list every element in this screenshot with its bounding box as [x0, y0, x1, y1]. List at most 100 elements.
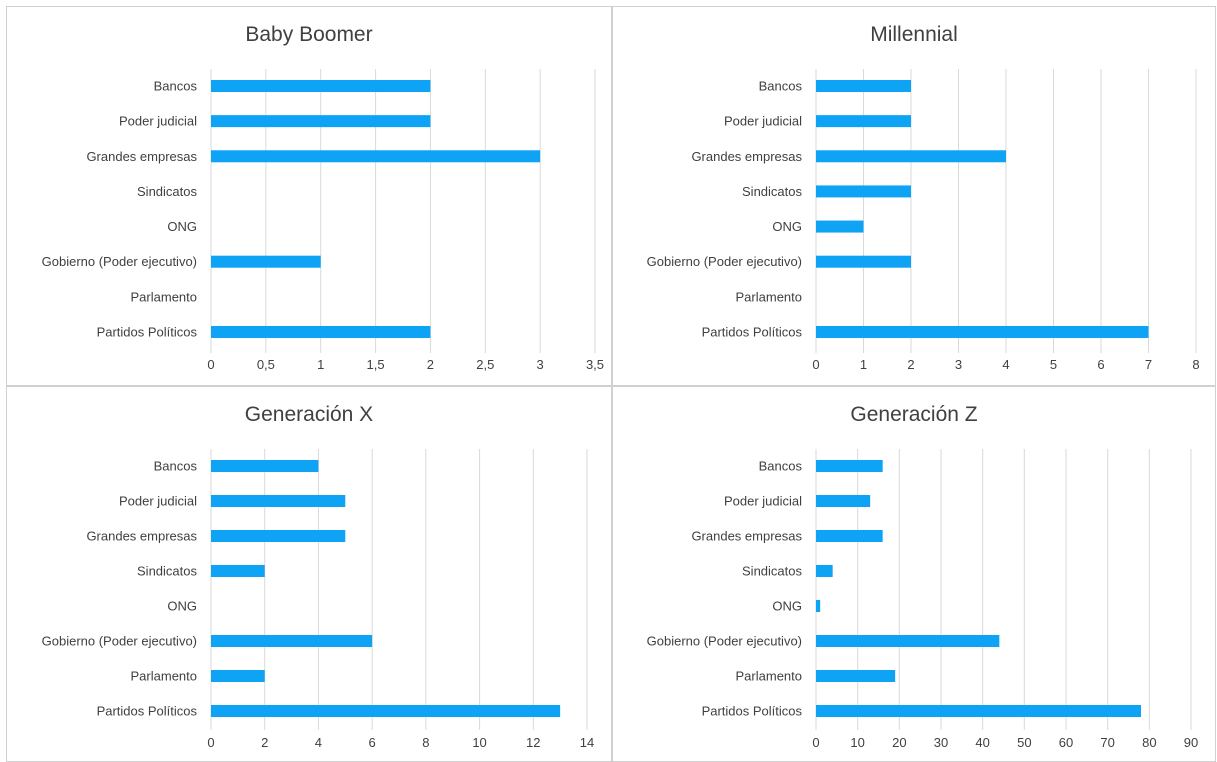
x-tick-label: 20: [892, 735, 906, 750]
category-label-sindicatos: Sindicatos: [137, 564, 197, 579]
bar-partidos-politicos: [211, 705, 561, 717]
bar-parlamento: [211, 670, 265, 682]
category-label-parlamento: Parlamento: [131, 669, 197, 684]
bar-gobierno-poder-ejecutivo: [211, 635, 373, 647]
category-label-grandes-empresas: Grandes empresas: [86, 149, 197, 164]
category-label-gobierno-poder-ejecutivo: Gobierno (Poder ejecutivo): [647, 254, 802, 269]
x-tick-label: 0: [207, 357, 214, 372]
category-label-bancos: Bancos: [759, 459, 803, 474]
bar-parlamento: [816, 670, 896, 682]
bar-grandes-empresas: [816, 150, 1006, 163]
x-tick-label: 60: [1059, 735, 1073, 750]
x-tick-label: 2: [907, 357, 914, 372]
x-tick-label: 0,5: [257, 357, 275, 372]
category-label-poder-judicial: Poder judicial: [724, 114, 802, 129]
category-label-gobierno-poder-ejecutivo: Gobierno (Poder ejecutivo): [42, 634, 197, 649]
bar-grandes-empresas: [816, 530, 883, 542]
x-tick-label: 5: [1050, 357, 1057, 372]
bar-bancos: [816, 460, 883, 472]
bar-sindicatos: [816, 185, 911, 198]
category-label-bancos: Bancos: [759, 79, 803, 94]
bar-poder-judicial: [211, 115, 431, 128]
category-label-partidos-politicos: Partidos Políticos: [97, 704, 198, 719]
category-label-gobierno-poder-ejecutivo: Gobierno (Poder ejecutivo): [647, 634, 802, 649]
category-label-poder-judicial: Poder judicial: [119, 114, 197, 129]
x-tick-label: 1: [860, 357, 867, 372]
x-tick-label: 2: [427, 357, 434, 372]
bar-sindicatos: [816, 565, 833, 577]
bar-poder-judicial: [816, 115, 911, 128]
x-tick-label: 4: [1002, 357, 1009, 372]
category-label-grandes-empresas: Grandes empresas: [86, 529, 197, 544]
x-tick-label: 14: [580, 735, 594, 750]
category-label-grandes-empresas: Grandes empresas: [691, 529, 802, 544]
category-label-partidos-politicos: Partidos Políticos: [97, 324, 198, 339]
x-tick-label: 90: [1184, 735, 1198, 750]
x-tick-label: 7: [1145, 357, 1152, 372]
chart-title: Millennial: [870, 23, 958, 46]
chart-panel-generacion-z: Generación Z 0 10 20 30 40 50 60 70 80 90 Bancos Pod…: [612, 386, 1216, 762]
category-label-parlamento: Parlamento: [736, 669, 802, 684]
category-label-parlamento: Parlamento: [131, 289, 197, 304]
category-label-bancos: Bancos: [154, 459, 198, 474]
x-tick-label: 0: [812, 357, 819, 372]
x-tick-label: 6: [1097, 357, 1104, 372]
x-tick-label: 80: [1142, 735, 1156, 750]
x-tick-label: 40: [975, 735, 989, 750]
bar-grandes-empresas: [211, 150, 541, 163]
bar-bancos: [211, 460, 319, 472]
category-label-ong: ONG: [772, 599, 802, 614]
category-label-sindicatos: Sindicatos: [742, 184, 802, 199]
x-tick-label: 3: [955, 357, 962, 372]
chart-title: Baby Boomer: [245, 23, 372, 46]
category-label-ong: ONG: [167, 599, 197, 614]
x-tick-label: 2,5: [476, 357, 494, 372]
bar-poder-judicial: [211, 495, 346, 507]
bar-ong: [816, 600, 821, 612]
bar-chart-generacion-x: Generación X 0 2 4 6 8 10 12 14 Bancos Poder judic…: [42, 403, 595, 750]
category-label-partidos-politicos: Partidos Políticos: [702, 704, 803, 719]
bar-ong: [816, 220, 864, 233]
category-label-ong: ONG: [167, 219, 197, 234]
bar-partidos-politicos: [816, 325, 1149, 338]
x-tick-label: 0: [207, 735, 214, 750]
bar-gobierno-poder-ejecutivo: [816, 255, 911, 268]
x-tick-label: 70: [1100, 735, 1114, 750]
chart-panel-generacion-x: Generación X 0 2 4 6 8 10 12 14 Bancos Poder judic…: [6, 386, 612, 762]
x-tick-label: 3,5: [586, 357, 604, 372]
x-tick-label: 2: [261, 735, 268, 750]
bar-gobierno-poder-ejecutivo: [816, 635, 1000, 647]
category-label-parlamento: Parlamento: [736, 289, 802, 304]
bar-bancos: [211, 80, 431, 92]
chart-title: Generación X: [245, 403, 373, 426]
x-tick-label: 12: [526, 735, 540, 750]
x-tick-label: 6: [369, 735, 376, 750]
x-tick-label: 10: [472, 735, 486, 750]
bar-grandes-empresas: [211, 530, 346, 542]
x-tick-label: 8: [1192, 357, 1199, 372]
bar-chart-millennial: Millennial 0 1 2 3 4 5 6 7 8 Bancos Poder judicial G…: [647, 23, 1200, 372]
x-tick-label: 3: [537, 357, 544, 372]
category-label-sindicatos: Sindicatos: [742, 564, 802, 579]
bar-poder-judicial: [816, 495, 871, 507]
bar-partidos-politicos: [211, 325, 431, 338]
category-label-partidos-politicos: Partidos Políticos: [702, 324, 803, 339]
category-label-grandes-empresas: Grandes empresas: [691, 149, 802, 164]
bar-chart-baby-boomer: Baby Boomer 0 0,5 1 1,5 2 2,5 3 3,5 Bancos Poder j…: [42, 23, 604, 372]
bar-bancos: [816, 80, 911, 92]
x-tick-label: 50: [1017, 735, 1031, 750]
x-tick-label: 30: [934, 735, 948, 750]
chart-title: Generación Z: [850, 403, 977, 426]
x-tick-label: 1,5: [367, 357, 385, 372]
bar-chart-generacion-z: Generación Z 0 10 20 30 40 50 60 70 80 90 Bancos Pod…: [647, 403, 1199, 750]
chart-panel-millennial: Millennial 0 1 2 3 4 5 6 7 8 Bancos Poder judicial G…: [612, 6, 1216, 386]
category-label-poder-judicial: Poder judicial: [119, 494, 197, 509]
category-label-bancos: Bancos: [154, 79, 198, 94]
bar-sindicatos: [211, 565, 265, 577]
x-tick-label: 4: [315, 735, 322, 750]
chart-panel-baby-boomer: Baby Boomer 0 0,5 1 1,5 2 2,5 3 3,5 Bancos Poder j…: [6, 6, 612, 386]
category-label-sindicatos: Sindicatos: [137, 184, 197, 199]
x-tick-label: 1: [317, 357, 324, 372]
category-label-ong: ONG: [772, 219, 802, 234]
